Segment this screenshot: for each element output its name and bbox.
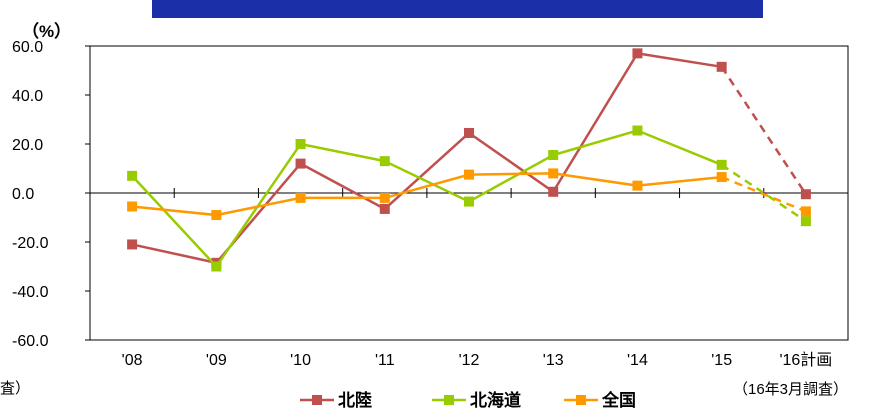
data-point-marker	[464, 127, 474, 138]
data-point-marker	[632, 125, 643, 136]
legend-label: 北海道	[470, 390, 521, 410]
y-axis: 60.0 40.0 20.0 0.0 -20.0 -40.0 -60.0	[12, 39, 90, 350]
data-point-marker	[632, 180, 643, 191]
legend-label: 全国	[601, 390, 636, 410]
data-point-marker	[464, 169, 474, 180]
y-tick-label: -20.0	[12, 235, 49, 252]
series-layer	[127, 48, 811, 272]
data-point-marker	[632, 48, 643, 59]
x-tick-label: '13	[543, 352, 564, 369]
y-tick-label: 60.0	[12, 39, 43, 56]
plan-survey-note: （16年3月調査）	[733, 381, 848, 398]
data-point-marker	[800, 189, 811, 200]
data-point-marker	[716, 61, 727, 72]
data-point-marker	[800, 216, 811, 227]
series-2	[127, 125, 811, 272]
data-point-marker	[548, 186, 559, 197]
data-point-marker	[716, 159, 727, 170]
x-tick-label: '14	[627, 352, 648, 369]
x-tick-label: '15	[711, 352, 732, 369]
y-tick-label: 0.0	[12, 186, 34, 203]
data-point-marker	[127, 201, 138, 212]
series-line	[131, 51, 722, 265]
legend-label: 北陸	[338, 390, 372, 410]
data-point-marker	[127, 170, 138, 181]
y-tick-label: -40.0	[12, 284, 49, 301]
data-point-marker	[379, 192, 390, 203]
series-plan-segment	[721, 175, 807, 213]
data-point-marker	[379, 156, 390, 167]
data-point-marker	[127, 239, 138, 250]
legend-marker	[312, 395, 322, 405]
chart-title-banner	[152, 0, 763, 18]
x-tick-label: '10	[290, 352, 311, 369]
left-source-note: 査）	[0, 380, 30, 397]
data-point-marker	[716, 172, 727, 183]
y-unit-label: （%）	[22, 21, 71, 41]
x-tick-label: '12	[459, 352, 480, 369]
x-tick-label: '16計画	[779, 351, 832, 369]
series-line	[131, 129, 723, 269]
series-plan-segment	[720, 163, 807, 223]
data-point-marker	[295, 139, 306, 149]
data-point-marker	[211, 261, 222, 272]
x-tick-label: '11	[375, 352, 395, 369]
y-tick-label: 20.0	[12, 137, 43, 154]
y-tick-label: -60.0	[12, 333, 49, 350]
series-3	[127, 168, 811, 221]
x-axis: '08 '09 '10 '11 '12 '13 '14 '15 '16計画	[122, 188, 832, 369]
legend-marker	[444, 395, 454, 405]
x-tick-label: '09	[206, 352, 227, 369]
x-tick-label: '08	[122, 352, 143, 369]
data-point-marker	[295, 192, 306, 203]
data-point-marker	[548, 168, 559, 179]
data-point-marker	[800, 206, 811, 217]
series-plan-segment	[720, 66, 807, 195]
y-tick-label: 40.0	[12, 88, 43, 105]
data-point-marker	[548, 150, 559, 161]
series-line	[131, 172, 722, 217]
data-point-marker	[464, 196, 474, 207]
data-point-marker	[295, 158, 306, 169]
legend-marker	[576, 395, 586, 405]
data-point-marker	[379, 203, 390, 214]
legend: 北陸 北海道 全国	[300, 390, 636, 410]
data-point-marker	[211, 210, 222, 221]
